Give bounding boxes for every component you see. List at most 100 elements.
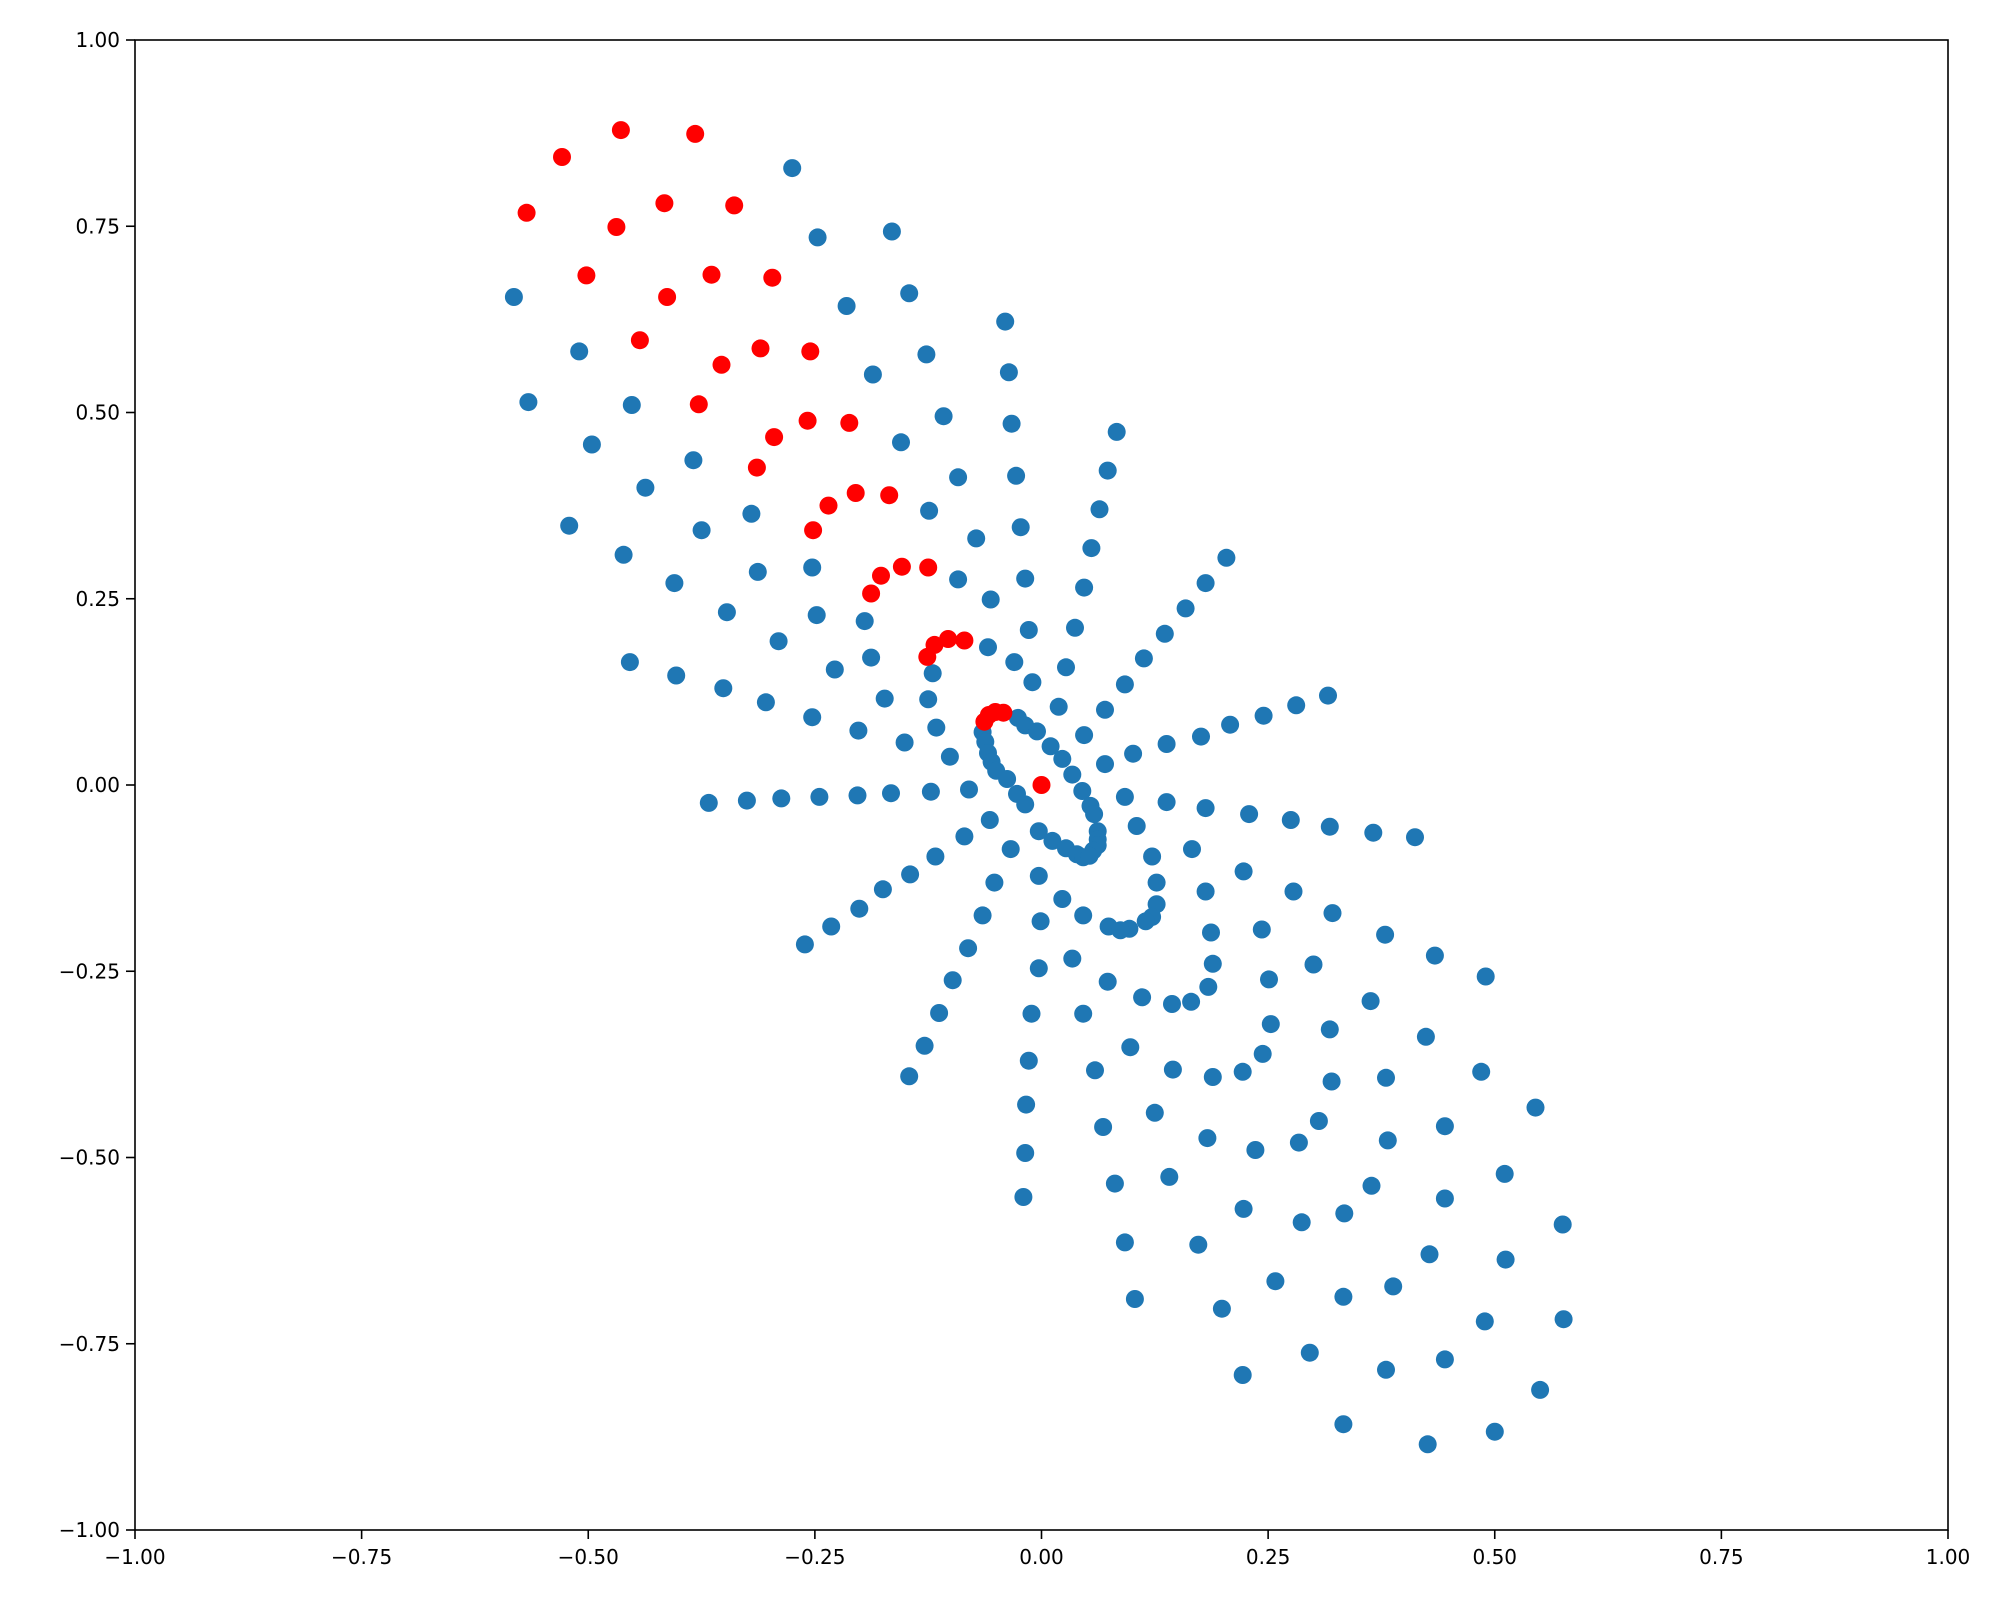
series-0-point-188 — [1017, 1095, 1036, 1114]
series-0-point-190 — [1145, 1103, 1164, 1122]
series-0-point-112 — [1127, 817, 1146, 835]
y-tick-label: −0.25 — [59, 959, 120, 983]
series-1-point-22 — [819, 496, 838, 515]
series-0-point-6 — [570, 342, 589, 361]
series-0-point-32 — [1217, 548, 1236, 567]
series-0-point-35 — [949, 570, 968, 589]
series-0-point-132 — [1029, 866, 1048, 885]
series-0-point-181 — [1163, 1060, 1182, 1079]
y-tick-label: −1.00 — [59, 1518, 120, 1542]
series-0-point-170 — [930, 1004, 949, 1022]
series-0-point-207 — [1292, 1213, 1311, 1232]
series-0-point-138 — [1053, 890, 1072, 908]
series-0-point-52 — [620, 653, 639, 672]
series-0-point-215 — [1334, 1287, 1353, 1306]
series-1-point-33 — [994, 703, 1013, 722]
series-0-point-217 — [1212, 1299, 1231, 1318]
series-0-point-31 — [1082, 539, 1101, 558]
series-0-point-20 — [949, 468, 968, 487]
series-0-point-218 — [1475, 1312, 1494, 1331]
series-0-point-11 — [863, 365, 882, 384]
x-tick-label: −0.25 — [784, 1545, 845, 1569]
series-0-point-116 — [1406, 828, 1424, 847]
series-0-point-10 — [622, 396, 641, 414]
series-0-point-65 — [1287, 696, 1306, 715]
series-0-point-15 — [892, 433, 910, 452]
series-0-point-28 — [1011, 518, 1030, 537]
y-tick-label: 0.50 — [75, 401, 120, 425]
y-tick-label: −0.50 — [59, 1146, 120, 1170]
series-0-point-193 — [1435, 1117, 1454, 1136]
series-1-point-9 — [763, 268, 782, 287]
series-1-point-6 — [607, 218, 626, 236]
series-0-point-94 — [921, 782, 940, 801]
x-tick-label: 0.25 — [1246, 1545, 1291, 1569]
series-0-point-2 — [882, 222, 901, 241]
series-0-point-64 — [756, 693, 775, 712]
series-1-point-18 — [765, 428, 784, 447]
series-0-point-93 — [1073, 782, 1092, 800]
series-0-point-129 — [926, 847, 945, 866]
series-0-point-1 — [808, 228, 827, 247]
series-1-point-2 — [553, 148, 571, 166]
series-0-point-142 — [1074, 906, 1093, 925]
series-0-point-177 — [1121, 1038, 1140, 1057]
series-0-point-68 — [803, 708, 822, 727]
series-0-point-43 — [807, 606, 826, 625]
series-0-point-24 — [920, 501, 939, 520]
series-1-point-23 — [804, 521, 823, 540]
y-tick-label: 1.00 — [75, 28, 120, 52]
series-0-point-12 — [999, 363, 1018, 382]
series-0-point-146 — [1031, 912, 1050, 931]
series-0-point-36 — [1016, 569, 1035, 588]
series-0-point-45 — [1066, 618, 1084, 637]
x-tick-label: 0.50 — [1472, 1545, 1517, 1569]
series-0-point-63 — [919, 690, 938, 709]
series-0-point-227 — [1418, 1435, 1437, 1454]
series-0-point-204 — [1435, 1189, 1454, 1208]
series-0-point-148 — [822, 917, 841, 936]
series-1-point-10 — [658, 288, 677, 306]
series-0-point-33 — [803, 558, 822, 577]
series-0-point-143 — [973, 906, 992, 925]
series-0-point-145 — [1136, 912, 1155, 931]
series-0-point-102 — [737, 791, 756, 810]
y-tick-label: 0.25 — [75, 587, 120, 611]
series-0-point-197 — [1246, 1141, 1265, 1159]
x-tick-label: 0.75 — [1699, 1545, 1744, 1569]
x-axis: −1.00 −0.75 −0.50 −0.25 0.00 0.25 0.50 0.75 1.00 — [104, 1530, 1970, 1569]
series-0-point-150 — [1111, 921, 1130, 940]
series-1-point-29 — [955, 631, 974, 650]
series-0-point-60 — [714, 679, 733, 698]
series-0-point-171 — [1022, 1004, 1041, 1023]
series-0-point-18 — [684, 451, 703, 470]
series-0-point-123 — [1001, 840, 1020, 859]
series-0-point-137 — [1284, 882, 1303, 901]
series-0-point-153 — [1376, 925, 1395, 944]
series-0-point-216 — [1125, 1290, 1144, 1308]
series-0-point-128 — [1143, 847, 1162, 866]
x-tick-label: −0.50 — [558, 1545, 619, 1569]
series-0-point-213 — [1266, 1272, 1285, 1291]
series-0-point-178 — [1253, 1044, 1272, 1063]
series-0-point-194 — [1198, 1129, 1217, 1148]
series-0-point-133 — [1147, 873, 1166, 892]
series-0-point-189 — [1526, 1098, 1545, 1117]
series-0-point-13 — [934, 407, 953, 426]
series-0-point-26 — [560, 516, 579, 535]
series-0-point-203 — [1014, 1188, 1033, 1206]
series-1-point-36 — [1032, 776, 1051, 794]
series-0-point-111 — [1320, 817, 1339, 836]
points-layer — [504, 121, 1573, 1454]
series-0-point-96 — [882, 784, 900, 803]
series-0-point-74 — [1028, 722, 1046, 741]
series-1-point-15 — [689, 395, 708, 414]
series-1-point-21 — [880, 486, 899, 505]
series-0-point-69 — [1254, 706, 1273, 725]
series-0-point-198 — [1016, 1144, 1035, 1162]
series-0-point-66 — [1049, 697, 1068, 716]
series-0-point-99 — [810, 787, 829, 806]
series-0-point-92 — [960, 780, 978, 799]
series-0-point-16 — [1002, 414, 1021, 433]
